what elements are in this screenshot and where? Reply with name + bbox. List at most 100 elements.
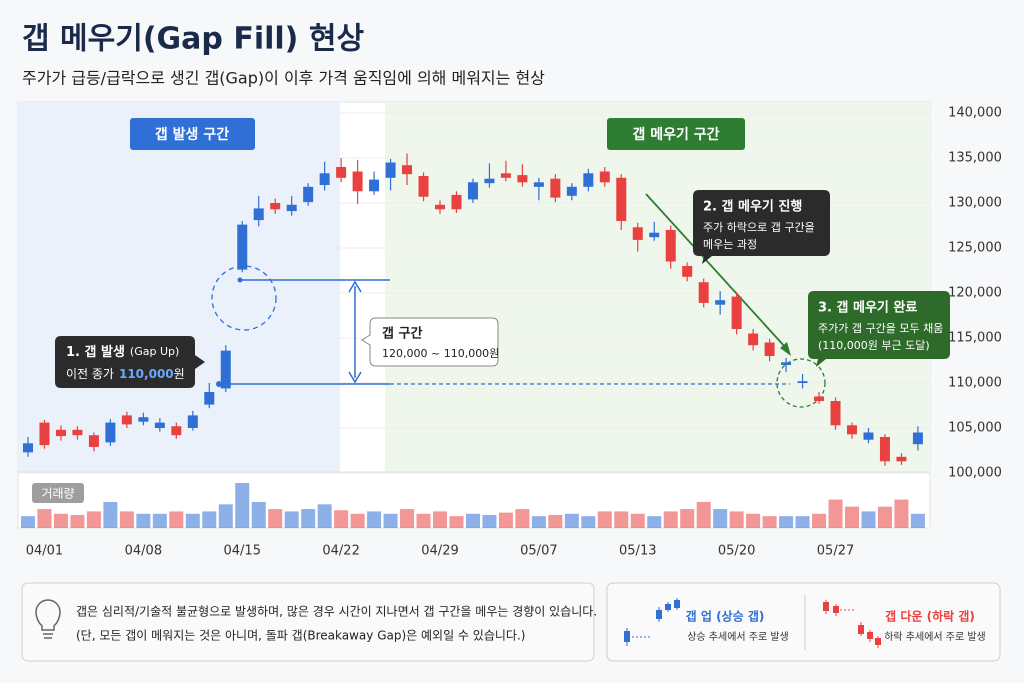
volume-bar: [400, 509, 415, 528]
candle-body: [583, 173, 594, 187]
candle-body: [847, 425, 857, 435]
volume-bar: [465, 513, 480, 528]
gap-down-icon: [823, 600, 881, 648]
volume-bar: [779, 516, 794, 528]
bulb-icon: [35, 599, 61, 639]
volume-bar: [103, 501, 118, 528]
volume-bar: [762, 516, 777, 528]
step3-title: 3. 갭 메우기 완료: [818, 301, 917, 316]
volume-bar: [877, 506, 892, 528]
candle-body: [550, 178, 561, 198]
candle-body: [270, 203, 281, 210]
volume-bar: [416, 513, 431, 528]
gap-dot: [216, 381, 222, 387]
candle-body: [121, 415, 132, 425]
candle-body: [204, 392, 215, 405]
volume-bar: [482, 514, 497, 528]
y-tick-label: 110,000: [948, 376, 1002, 391]
volume-bar: [713, 509, 728, 528]
gap-circle: [211, 265, 277, 331]
candle-body: [566, 186, 577, 196]
x-tick-label: 04/22: [322, 544, 359, 559]
candle-body: [319, 173, 330, 185]
candle-body: [72, 429, 83, 436]
candle-body: [731, 296, 742, 329]
page-title: 갭 메우기(Gap Fill) 현상: [22, 22, 364, 57]
volume-bar: [581, 516, 596, 528]
candle-body: [55, 429, 66, 437]
gap-arrow-heads: [348, 280, 362, 384]
step1-title-main: 1. 갭 발생: [66, 344, 125, 360]
fill-arrow: [645, 193, 787, 349]
candle-body: [649, 232, 660, 238]
volume-bar: [268, 509, 283, 528]
step3-text: 주가가 갭 구간을 모두 채움: [818, 322, 943, 335]
zone-label-box: [607, 118, 745, 150]
gap-title: 갭 구간: [382, 326, 422, 342]
volume-bar: [37, 509, 52, 528]
zone-label: 갭 메우기 구간: [632, 126, 719, 143]
gap-zone-band: [18, 102, 340, 472]
step3-text: (110,000원 부근 도달): [818, 339, 930, 352]
volume-bar: [663, 511, 678, 528]
step2-box: [693, 190, 830, 264]
candle-body: [369, 179, 380, 192]
gap-up-text: 상승 추세에서 주로 발생: [687, 631, 789, 643]
volume-bar: [367, 511, 382, 528]
volume-bar: [845, 506, 859, 528]
candle-body: [138, 417, 149, 422]
step3-box: [808, 291, 950, 367]
candle-body: [830, 401, 841, 426]
step2-text: 메우는 과정: [703, 238, 757, 251]
volume-bar: [548, 514, 563, 528]
fill-arrow-head: [780, 342, 791, 356]
zone-label: 갭 발생 구간: [155, 126, 229, 143]
candles: [21, 153, 925, 528]
note-text: (단, 모든 갭이 메워지는 것은 아니며, 돌파 갭(Breakaway Ga…: [76, 629, 525, 643]
volume-bar: [317, 504, 332, 528]
candle-body: [171, 426, 182, 436]
volume-bar: [169, 511, 184, 528]
volume-bar: [202, 511, 217, 528]
page-subtitle: 주가가 급등/급락으로 생긴 갭(Gap)이 이후 가격 움직임에 의해 메워지…: [22, 69, 545, 88]
gap-up-icon: [624, 598, 680, 646]
volume-bar: [910, 513, 925, 528]
volume-bar: [795, 516, 810, 528]
step1-unit: 원: [174, 367, 185, 381]
volume-bar: [383, 513, 398, 528]
candle-body: [105, 422, 116, 443]
candle-body: [418, 176, 429, 197]
candle-body: [814, 396, 825, 401]
candle-body: [616, 177, 627, 221]
candle-body: [748, 333, 759, 346]
volume-bar: [53, 513, 68, 528]
gap-dot: [237, 277, 243, 283]
x-tick-label: 04/01: [26, 544, 63, 559]
legend-box: [606, 582, 1001, 662]
volume-bar: [729, 511, 744, 528]
volume-bar: [251, 501, 266, 528]
volume-bar: [812, 513, 827, 528]
candle-body: [912, 432, 923, 445]
candle-body: [500, 173, 511, 178]
candle-body: [237, 224, 248, 270]
volume-bar: [449, 516, 464, 528]
volume-bar: [136, 513, 151, 528]
candle-body: [435, 204, 445, 210]
x-tick-label: 05/07: [520, 544, 557, 559]
note-text: 갭은 심리적/기술적 불균형으로 발생하며, 많은 경우 시간이 지나면서 갭 …: [76, 605, 597, 619]
step1-title: 1. 갭 발생 (Gap Up): [66, 344, 179, 360]
step1-box: [55, 336, 205, 388]
y-tick-label: 120,000: [948, 286, 1002, 301]
candle-body: [385, 162, 396, 178]
volume-bar: [218, 504, 233, 528]
x-tick-label: 04/15: [224, 544, 261, 559]
volume-bar: [531, 516, 546, 528]
volume-bar: [235, 483, 250, 528]
candle-body: [352, 171, 363, 192]
volume-bar: [861, 511, 876, 528]
volume-bar: [21, 516, 35, 528]
volume-bar: [630, 513, 645, 528]
candle-body: [879, 437, 890, 462]
